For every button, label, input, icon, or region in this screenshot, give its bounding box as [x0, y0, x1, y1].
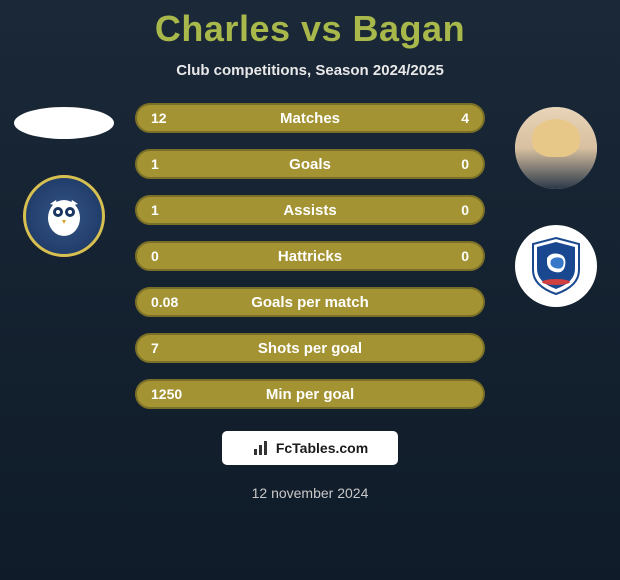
owl-icon	[40, 192, 88, 240]
stat-bar-matches: 12 Matches 4	[135, 103, 485, 133]
stat-left-value: 12	[151, 110, 191, 126]
date-text: 12 november 2024	[252, 485, 369, 501]
stat-left-value: 0.08	[151, 294, 191, 310]
main-content: 12 Matches 4 1 Goals 0 1 Assists 0 0 Hat…	[0, 103, 620, 409]
stat-label: Matches	[280, 110, 340, 127]
stat-left-value: 1250	[151, 386, 191, 402]
stat-bar-shots-per-goal: 7 Shots per goal	[135, 333, 485, 363]
page-title: Charles vs Bagan	[155, 8, 465, 50]
stat-bar-hattricks: 0 Hattricks 0	[135, 241, 485, 271]
stats-column: 12 Matches 4 1 Goals 0 1 Assists 0 0 Hat…	[135, 103, 485, 409]
stat-left-value: 7	[151, 340, 191, 356]
stat-bar-goals-per-match: 0.08 Goals per match	[135, 287, 485, 317]
stat-bar-min-per-goal: 1250 Min per goal	[135, 379, 485, 409]
bluebird-shield-icon	[527, 234, 585, 298]
stat-label: Min per goal	[266, 386, 354, 403]
right-column	[501, 103, 611, 307]
stat-right-value: 0	[429, 156, 469, 172]
footer-brand-text: FcTables.com	[276, 440, 368, 456]
club-badge-right	[515, 225, 597, 307]
stat-label: Shots per goal	[258, 340, 362, 357]
stat-right-value: 0	[429, 202, 469, 218]
player-avatar-left	[14, 107, 114, 139]
stat-left-value: 1	[151, 156, 191, 172]
subtitle: Club competitions, Season 2024/2025	[176, 62, 444, 79]
club-badge-left	[23, 175, 105, 257]
stat-right-value: 4	[429, 110, 469, 126]
stat-label: Hattricks	[278, 248, 342, 265]
chart-icon	[252, 439, 270, 457]
stat-label: Goals	[289, 156, 331, 173]
stat-bar-goals: 1 Goals 0	[135, 149, 485, 179]
comparison-container: Charles vs Bagan Club competitions, Seas…	[0, 0, 620, 580]
player-avatar-right	[515, 107, 597, 189]
stat-left-value: 0	[151, 248, 191, 264]
stat-left-value: 1	[151, 202, 191, 218]
stat-label: Goals per match	[251, 294, 369, 311]
stat-label: Assists	[283, 202, 336, 219]
stat-bar-assists: 1 Assists 0	[135, 195, 485, 225]
stat-right-value: 0	[429, 248, 469, 264]
footer-brand-badge[interactable]: FcTables.com	[222, 431, 398, 465]
player-face-icon	[515, 107, 597, 189]
left-column	[9, 103, 119, 257]
